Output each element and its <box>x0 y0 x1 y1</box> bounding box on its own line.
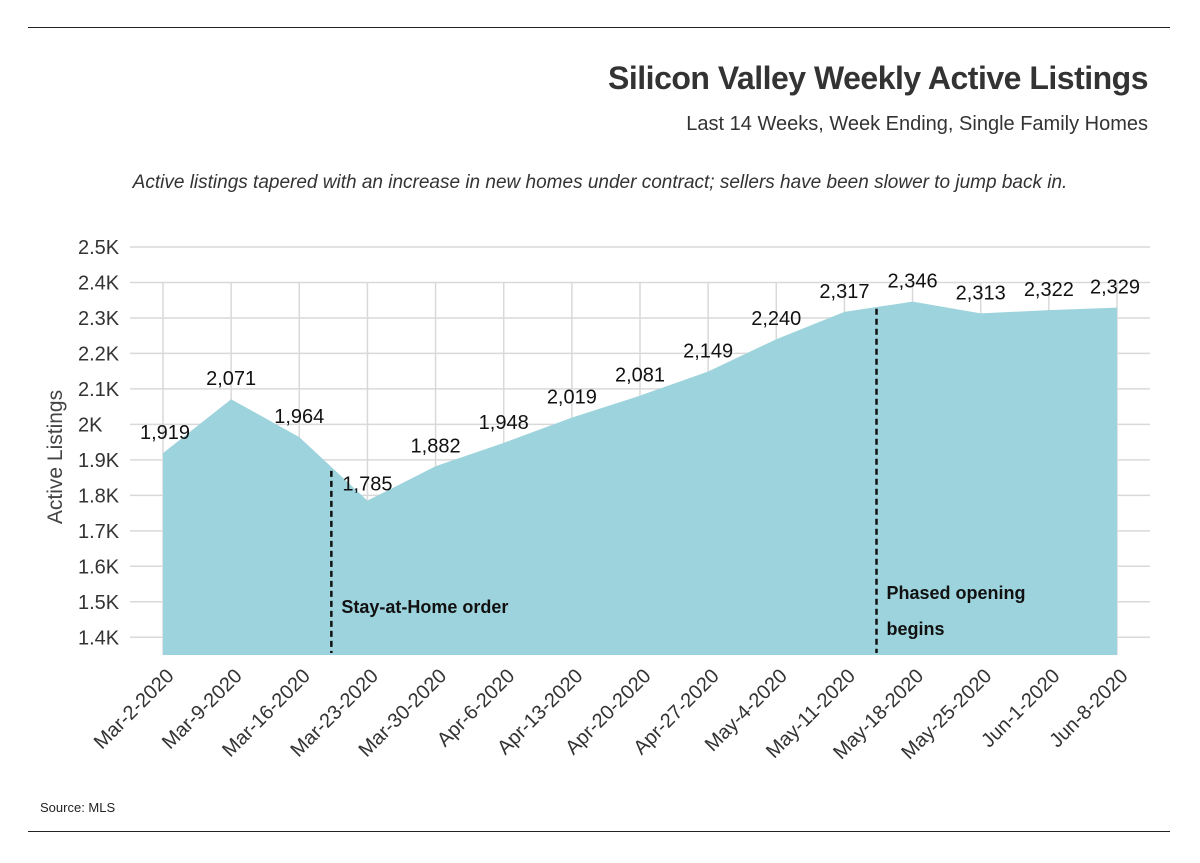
data-labels: 1,919 2,071 1,964 1,785 1,882 1,948 2,019 2,081… <box>140 271 1140 496</box>
data-label: 2,346 <box>888 271 938 293</box>
chart-subtitle: Last 14 Weeks, Week Ending, Single Famil… <box>686 113 1148 135</box>
chart-note: Active listings tapered with an increase… <box>132 172 1068 193</box>
y-tick-label: 1.8K <box>78 485 120 507</box>
data-label: 1,882 <box>411 435 461 457</box>
y-tick-label: 2.5K <box>78 237 120 259</box>
data-label: 2,071 <box>206 368 256 390</box>
annotation-text: begins <box>887 619 945 639</box>
data-label: 1,948 <box>479 412 529 434</box>
annotation-text: Phased opening <box>887 583 1026 603</box>
data-label: 1,919 <box>140 422 190 444</box>
y-tick-label: 1.4K <box>78 627 120 649</box>
bottom-rule <box>28 831 1170 832</box>
x-axis-ticks: Mar-2-2020Mar-9-2020Mar-16-2020Mar-23-20… <box>90 665 1133 764</box>
y-tick-label: 2K <box>78 414 103 436</box>
y-axis-ticks: 1.4K 1.5K 1.6K 1.7K 1.8K 1.9K 2K 2.1K 2.2K 2.3K 2.… <box>78 237 120 649</box>
top-rule <box>28 27 1170 28</box>
y-axis-label: Active Listings <box>44 390 67 524</box>
y-tick-label: 1.9K <box>78 450 120 472</box>
y-tick-label: 2.1K <box>78 379 120 401</box>
annotation-text: Stay-at-Home order <box>341 597 508 617</box>
data-label: 2,329 <box>1090 277 1140 299</box>
data-label: 2,322 <box>1024 279 1074 301</box>
y-tick-label: 2.2K <box>78 343 120 365</box>
y-tick-label: 1.6K <box>78 556 120 578</box>
area-series <box>163 301 1117 655</box>
data-label: 2,081 <box>615 365 665 387</box>
data-label: 1,785 <box>342 474 392 496</box>
y-tick-label: 2.4K <box>78 272 120 294</box>
chart-title: Silicon Valley Weekly Active Listings <box>608 60 1148 96</box>
data-label: 2,313 <box>956 282 1006 304</box>
data-label: 2,240 <box>751 308 801 330</box>
y-tick-label: 1.7K <box>78 521 120 543</box>
y-tick-label: 2.3K <box>78 308 120 330</box>
data-label: 2,317 <box>819 281 869 303</box>
source-note: Source: MLS <box>40 800 116 815</box>
annotations: Stay-at-Home order Phased opening begins <box>330 308 1026 653</box>
data-label: 2,019 <box>547 387 597 409</box>
y-tick-label: 1.5K <box>78 592 120 614</box>
data-label: 2,149 <box>683 341 733 363</box>
data-label: 1,964 <box>274 406 324 428</box>
